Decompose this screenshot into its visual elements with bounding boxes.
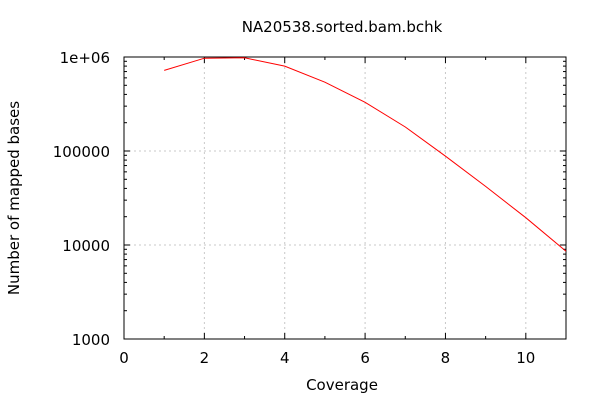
- x-tick-label: 0: [119, 349, 129, 367]
- grid: [124, 57, 566, 339]
- x-tick-label: 8: [441, 349, 451, 367]
- series-line: [164, 57, 567, 252]
- x-tick-labels: 0 2 4 6 8 10: [119, 349, 535, 367]
- x-tick-label: 4: [280, 349, 290, 367]
- y-tick-label: 10000: [62, 237, 110, 255]
- x-tick-label: 6: [360, 349, 370, 367]
- x-tick-label: 2: [200, 349, 210, 367]
- y-tick-label: 100000: [53, 143, 110, 161]
- x-tick-label: 10: [516, 349, 535, 367]
- y-tick-label: 1e+06: [60, 49, 110, 67]
- x-axis-label: Coverage: [306, 376, 378, 394]
- y-tick-label: 1000: [72, 331, 110, 349]
- y-axis-label: Number of mapped bases: [5, 101, 23, 295]
- y-tick-labels: 1000 10000 100000 1e+06: [53, 49, 110, 349]
- plot-frame: [123, 56, 567, 340]
- chart-title: NA20538.sorted.bam.bchk: [242, 18, 443, 36]
